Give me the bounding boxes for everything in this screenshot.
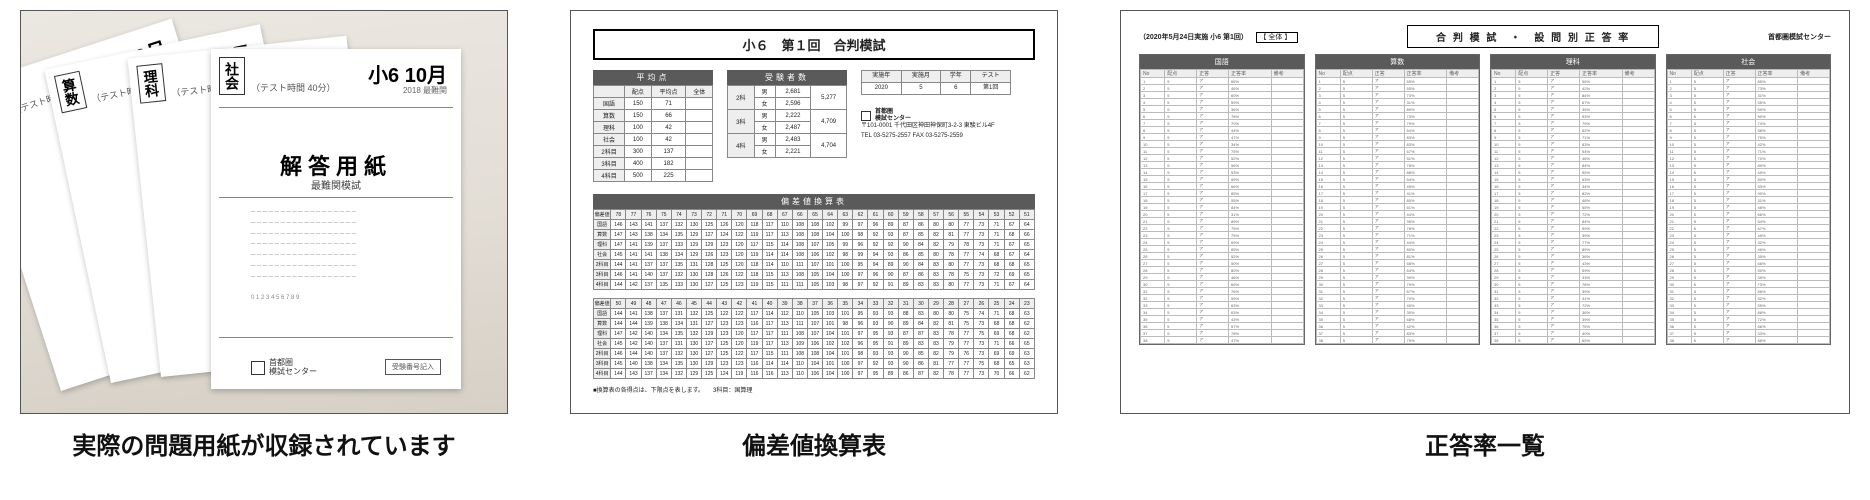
exm-header: 受験者数 <box>727 70 847 85</box>
panel-correct-rate: （2020年5月24日実施 小6 第1回）【 全体 】 合 判 模 試 ・ 設 … <box>1120 10 1850 461</box>
deviation-doc: 小６ 第１回 合判模試 平均点 配点平均点全体国語15071算数15066理科1… <box>570 10 1058 414</box>
average-table: 配点平均点全体国語15071算数15066理科10042社会100422科目30… <box>593 85 713 182</box>
subject-tab: 理科 <box>136 63 166 104</box>
deviation-header: 偏差値換算表 <box>593 194 1035 209</box>
deviation-table-bottom: 偏差値5049484746454443424140393837363534333… <box>593 298 1035 379</box>
deviation-footnote: ■換算表の各得点は、下限点を表します。 3科目：国算理 <box>593 385 1035 394</box>
subject-tab: 算数 <box>54 71 87 114</box>
doc-title: 小６ 第１回 合判模試 <box>593 29 1035 60</box>
caption-1: 実際の問題用紙が収録されています <box>72 426 455 461</box>
caption-3: 正答率一覧 <box>1425 426 1545 461</box>
test-papers-photo: 国語 （テスト時間 50分） 小6 10月 算数 （テスト時間 50分） 小6 … <box>20 10 508 414</box>
avg-header: 平均点 <box>593 70 713 85</box>
hdr-center: 合 判 模 試 ・ 設 問 別 正 答 率 <box>1407 25 1659 48</box>
deviation-table-top: 偏差値7877767574737271706968676665646362616… <box>593 209 1035 290</box>
stamp-box: 受験番号記入 <box>385 359 441 375</box>
publisher-info: 首都圏 模試センター 〒101-0001 千代田区神田神保町3-2-3 東駿ビル… <box>861 109 1011 141</box>
grade-month: 小6 10月 <box>368 59 447 88</box>
subject-columns: 国語No配点正答正答率備考15ア66%25ア46%35ア60%45ア59%55ア… <box>1139 54 1831 345</box>
info-block: 実施年実施月学年テスト202056第1回 首都圏 模試センター 〒101-000… <box>861 70 1011 141</box>
info-table: 実施年実施月学年テスト202056第1回 <box>861 70 1011 95</box>
hdr-left: （2020年5月24日実施 小6 第1回）【 全体 】 <box>1139 32 1298 42</box>
hdr-right: 首都圏模試センター <box>1768 32 1831 42</box>
answer-sheet-sub: 最難関模試 <box>211 177 461 192</box>
year-line: 2018 最難関 <box>403 85 447 96</box>
publisher-logo: 首都圏 模試センター <box>251 359 317 377</box>
examinees-table: 2科男2,6815,277女2,5963科男2,2224,709女2,4874科… <box>727 85 847 158</box>
instruction-lines: ─ ─ ─ ─ ─ ─ ─ ─ ─ ─ ─ ─ ─ ─ ─ ─ ─ ── ─ ─… <box>251 207 421 304</box>
subject-tab: 社会 <box>219 57 245 95</box>
correct-rate-doc: （2020年5月24日実施 小6 第1回）【 全体 】 合 判 模 試 ・ 設 … <box>1120 10 1850 414</box>
panel-deviation-table: 小６ 第１回 合判模試 平均点 配点平均点全体国語15071算数15066理科1… <box>570 10 1058 461</box>
subject-time: （テスト時間 40分） <box>251 81 336 94</box>
examinees-block: 受験者数 2科男2,6815,277女2,5963科男2,2224,709女2,… <box>727 70 847 158</box>
caption-2: 偏差値換算表 <box>742 426 886 461</box>
average-score-block: 平均点 配点平均点全体国語15071算数15066理科10042社会100422… <box>593 70 713 182</box>
panel-test-papers: 国語 （テスト時間 50分） 小6 10月 算数 （テスト時間 50分） 小6 … <box>20 10 508 461</box>
